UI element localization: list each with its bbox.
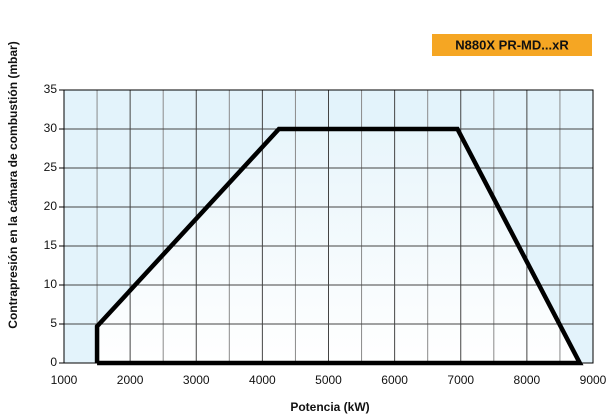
y-tick-label: 30	[44, 121, 58, 135]
x-tick-label: 7000	[447, 373, 474, 387]
x-tick-label: 5000	[315, 373, 342, 387]
chart-title: N880X PR-MD...xR	[455, 37, 569, 52]
x-tick-label: 8000	[514, 373, 541, 387]
x-axis-label: Potencia (kW)	[290, 400, 369, 414]
y-tick-label: 20	[44, 199, 58, 213]
x-tick-label: 1000	[51, 373, 78, 387]
x-tick-label: 6000	[381, 373, 408, 387]
y-tick-label: 5	[50, 316, 57, 330]
x-tick-label: 4000	[249, 373, 276, 387]
y-tick-label: 10	[44, 277, 58, 291]
y-axis-label: Contrapresión en la cámara de combustión…	[6, 41, 20, 328]
x-tick-label: 2000	[117, 373, 144, 387]
title-box	[432, 34, 592, 56]
y-tick-label: 0	[50, 355, 57, 369]
x-tick-label: 3000	[183, 373, 210, 387]
y-tick-label: 25	[44, 160, 58, 174]
y-tick-label: 35	[44, 82, 58, 96]
y-tick-label: 15	[44, 238, 58, 252]
working-field-line	[94, 126, 584, 366]
x-tick-label: 9000	[580, 373, 607, 387]
